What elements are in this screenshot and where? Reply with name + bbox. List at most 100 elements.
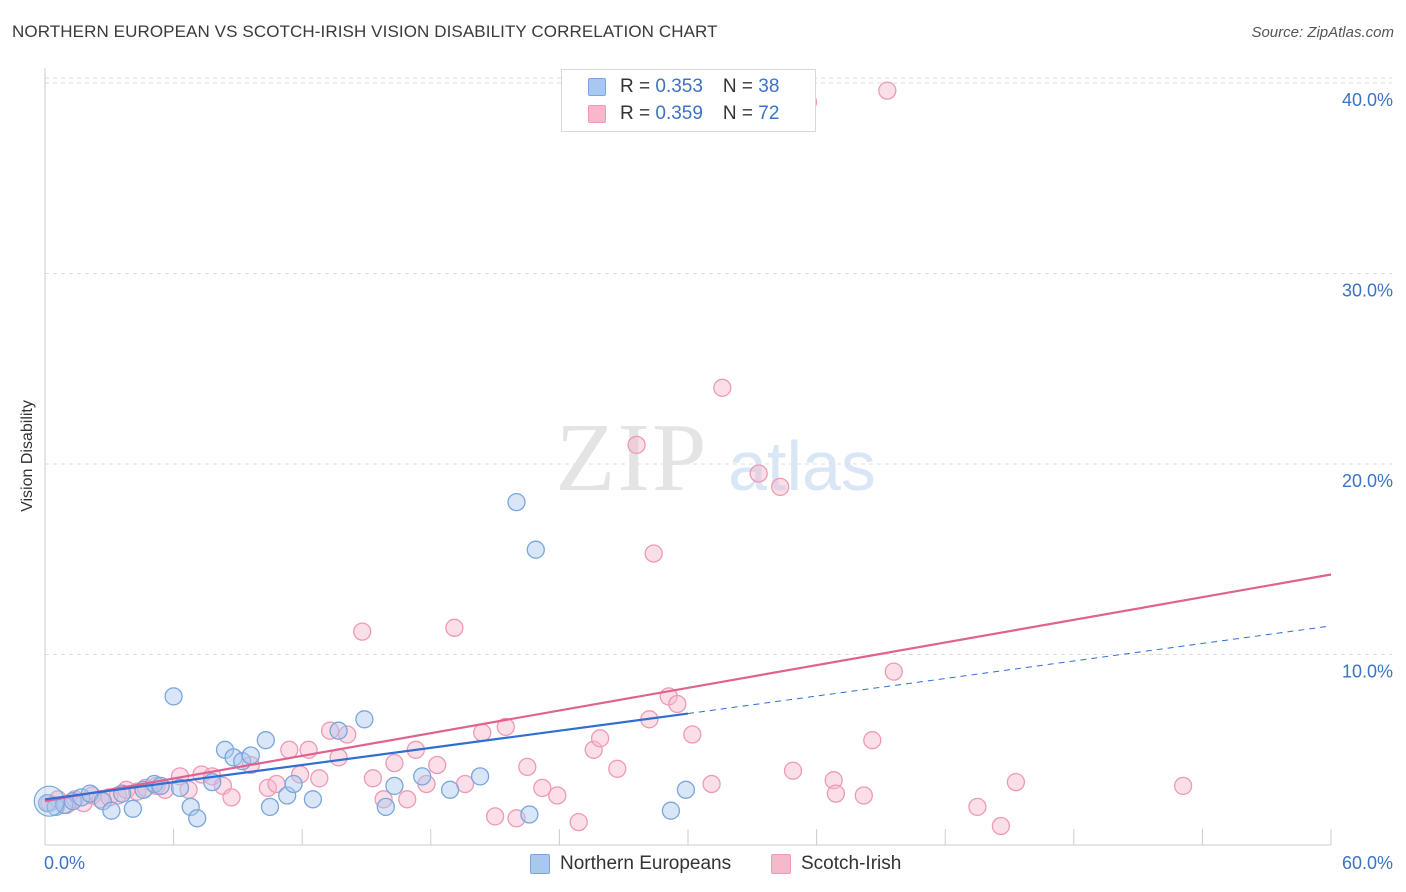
northern-european-point xyxy=(170,778,190,798)
scotch-irish-point xyxy=(824,771,843,790)
tick-labels: 10.0% 20.0% 30.0% 40.0% 0.0% 60.0% xyxy=(44,90,1393,873)
scotch-irish-point xyxy=(584,740,603,759)
northern-european-point xyxy=(376,797,395,817)
legend-row-northern-europeans: R = 0.353 N = 38 xyxy=(588,76,779,98)
scotch-irish-point xyxy=(826,784,846,803)
northern-european-point xyxy=(278,786,297,805)
scotch-irish-point xyxy=(222,788,241,807)
grid-lines xyxy=(45,77,1392,655)
n-label: N = xyxy=(722,76,759,97)
northern-european-point xyxy=(329,721,348,740)
blue-legend-swatch xyxy=(530,854,550,874)
northern-european-point xyxy=(661,801,681,820)
scotch-irish-point xyxy=(569,812,588,832)
northern-european-point xyxy=(355,710,374,729)
r-value: 0.359 xyxy=(655,103,703,124)
legend-label-northern-europeans: Northern Europeans xyxy=(560,853,732,874)
scotch-irish-point xyxy=(338,725,357,744)
watermark-atlas: atlas xyxy=(728,427,876,505)
scotch-irish-point xyxy=(644,544,663,563)
scotch-irish-trend-line xyxy=(44,573,1332,803)
scotch-irish-point xyxy=(1006,772,1026,792)
scotch-irish-point xyxy=(991,816,1011,836)
y-tick-label: 20.0% xyxy=(1342,471,1393,491)
scotch-irish-point xyxy=(627,435,646,455)
n-value: 72 xyxy=(758,103,780,124)
scotch-irish-point xyxy=(280,740,299,759)
scotch-irish-point xyxy=(310,769,329,788)
scotch-irish-point xyxy=(783,761,803,780)
scotch-irish-point xyxy=(385,753,404,773)
x-tick-label: 0.0% xyxy=(44,853,85,873)
northern-european-point xyxy=(181,797,200,817)
northern-european-point xyxy=(676,780,696,799)
scotch-irish-point xyxy=(398,790,417,809)
scotch-irish-point xyxy=(445,618,464,637)
r-label: R = xyxy=(620,76,656,97)
r-value: 0.353 xyxy=(655,76,703,97)
scotch-irish-point xyxy=(518,757,537,777)
northern-european-point xyxy=(123,799,143,818)
watermark: ZIP atlas xyxy=(556,404,876,512)
northern-european-point xyxy=(385,776,404,796)
northern-european-point xyxy=(284,774,303,794)
pink-legend-swatch xyxy=(771,854,791,874)
scotch-irish-point xyxy=(713,378,732,397)
scotch-irish-point xyxy=(884,662,903,681)
northern-european-point xyxy=(507,492,526,512)
scotch-irish-point xyxy=(258,778,278,798)
scotch-irish-point xyxy=(548,786,567,805)
scotch-irish-point xyxy=(353,622,372,641)
scotch-irish-point xyxy=(533,778,552,798)
y-tick-label: 40.0% xyxy=(1342,90,1393,110)
scotch-irish-point xyxy=(485,807,505,826)
bottom-legend-northern-europeans: Northern Europeans xyxy=(530,852,731,876)
northern-european-point xyxy=(413,767,432,786)
scotch-irish-point xyxy=(590,729,610,748)
northern-european-point xyxy=(526,540,545,559)
blue-swatch xyxy=(588,78,606,96)
scotch-irish-point xyxy=(1173,776,1193,796)
bottom-legend-scotch-irish: Scotch-Irish xyxy=(771,852,901,876)
northern-european-point xyxy=(102,801,121,820)
trend-lines xyxy=(44,573,1332,803)
northern-european-point xyxy=(164,687,183,706)
scotch-irish-point xyxy=(771,477,790,497)
source-label: Source: ZipAtlas.com xyxy=(1251,24,1394,41)
scotch-irish-point xyxy=(854,786,873,805)
y-tick-label: 10.0% xyxy=(1342,662,1393,682)
scotch-irish-point xyxy=(878,81,897,100)
chart-title: NORTHERN EUROPEAN VS SCOTCH-IRISH VISION… xyxy=(12,22,718,41)
legend-row-scotch-irish: R = 0.359 N = 72 xyxy=(588,103,779,125)
scotch-irish-point xyxy=(496,717,515,737)
northern-european-point xyxy=(303,790,323,809)
northern-european-trend-line xyxy=(44,712,689,801)
pink-swatch xyxy=(588,105,606,123)
scotch-irish-point xyxy=(863,731,882,750)
r-label: R = xyxy=(620,103,656,124)
northern-european-point xyxy=(520,805,539,824)
n-label: N = xyxy=(722,103,759,124)
scotch-irish-point xyxy=(683,725,702,744)
northern-european-point xyxy=(260,797,280,817)
scotch-irish-point xyxy=(968,797,987,817)
n-value: 38 xyxy=(758,76,780,97)
scotch-irish-point xyxy=(702,774,721,794)
northern-european-point xyxy=(188,809,207,828)
northern-european-point xyxy=(440,780,460,799)
northern-european-point xyxy=(256,731,275,750)
watermark-zip: ZIP xyxy=(556,404,709,512)
scotch-irish-point xyxy=(608,759,627,778)
axes xyxy=(44,68,1332,846)
y-tick-label: 30.0% xyxy=(1342,281,1393,301)
scotch-irish-point xyxy=(363,769,383,788)
northern-european-trend-extension xyxy=(687,625,1332,715)
scotch-irish-point xyxy=(668,694,687,714)
stats-legend: R = 0.353 N = 38 R = 0.359 N = 72 xyxy=(561,69,816,132)
legend-label-scotch-irish: Scotch-Irish xyxy=(801,853,902,874)
northern-european-point xyxy=(470,767,490,786)
scotch-irish-point xyxy=(473,723,492,742)
scotch-irish-point xyxy=(428,755,447,775)
x-tick-label: 60.0% xyxy=(1342,853,1393,873)
